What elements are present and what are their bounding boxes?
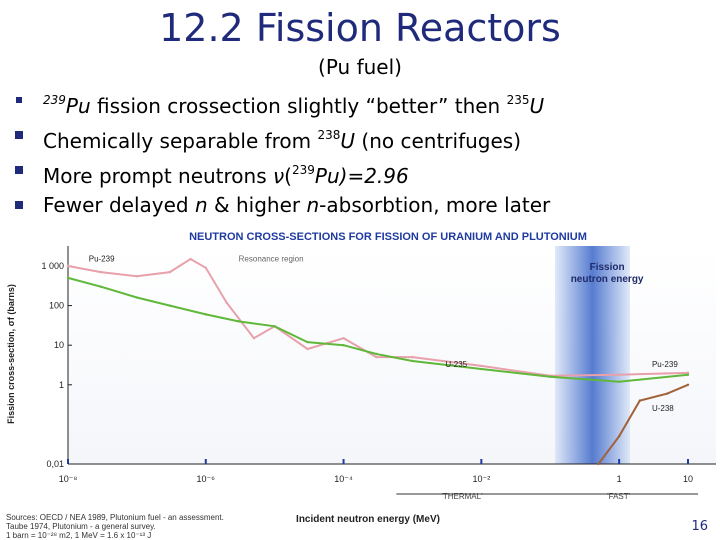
page-number: 16	[691, 519, 708, 534]
series-label-pu239-right: Pu-239	[652, 360, 678, 369]
superscript: 238	[317, 128, 341, 142]
bullet-square-icon	[15, 166, 23, 174]
chart-title: NEUTRON CROSS-SECTIONS FOR FISSION OF UR…	[189, 231, 587, 243]
bullet-list: 239Pu fission crossection slightly “bett…	[15, 84, 705, 224]
bullet-text: (	[284, 164, 292, 188]
data-point	[411, 355, 414, 359]
data-point	[135, 275, 139, 278]
y-axis-label: Fission cross-section, σf (barns)	[6, 284, 16, 424]
data-point	[375, 355, 378, 359]
x-tick-label: 10⁻⁶	[197, 474, 216, 484]
x-tick-label: 10⁻⁴	[334, 474, 353, 484]
bullet-text: (no centrifuges)	[355, 129, 522, 153]
y-tick-label: 1	[59, 380, 64, 390]
data-point	[597, 462, 600, 466]
data-point	[66, 276, 70, 280]
data-point	[686, 383, 690, 386]
x-tick-label: 10⁻²	[472, 474, 490, 484]
bullet-item: Chemically separable from 238U (no centr…	[15, 119, 705, 154]
data-point	[225, 301, 228, 304]
bullet-text: U	[340, 129, 356, 153]
bullet-text: Pu	[314, 164, 340, 188]
bullet-text: Pu	[65, 94, 91, 118]
source-line: 1 barn = 10⁻²⁸ m2, 1 MeV = 1.6 x 10⁻¹³ J	[6, 531, 152, 540]
nu-symbol: ν	[273, 164, 285, 188]
x-tick-label: 10	[683, 474, 693, 484]
bullet-text: fission crossection slightly “better” th…	[90, 94, 507, 118]
bullet-text: Chemically separable from	[43, 129, 318, 153]
bullet-item: Fewer delayed n & higher n-absorbtion, m…	[15, 189, 705, 224]
source-line: Sources: OECD / NEA 1989, Plutonium fuel…	[6, 513, 224, 522]
data-point	[480, 364, 483, 368]
x-tick-label: 1	[617, 474, 622, 484]
bullet-square-icon	[15, 131, 23, 139]
bullet-item: 239Pu fission crossection slightly “bett…	[15, 84, 705, 119]
y-tick-label: 10	[54, 340, 64, 350]
y-tick-label: 1 000	[41, 261, 64, 271]
data-point	[168, 304, 171, 307]
data-point	[617, 435, 621, 438]
bullet-text: More prompt neutrons	[43, 164, 273, 188]
x-axis-label: Incident neutron energy (MeV)	[296, 514, 440, 525]
fission-energy-band	[555, 246, 630, 464]
bullet-item: More prompt neutrons ν(239Pu)=2.96	[15, 154, 705, 189]
data-point	[686, 373, 690, 376]
data-point	[666, 392, 669, 395]
data-point	[189, 257, 192, 261]
series-label-u235: U-235	[445, 360, 467, 369]
axes: 10⁻⁸ 10⁻⁶ 10⁻⁴ 10⁻² 1 10 1 000 100 10 1 0,01	[41, 246, 716, 484]
fission-band-label: Fission neutron energy	[571, 262, 644, 285]
data-point	[342, 344, 345, 347]
data-point	[617, 380, 621, 383]
annotations: Pu-239 U-235 Pu-239 U-238 Resonance region 'T…	[89, 254, 698, 501]
data-point	[99, 270, 103, 274]
data-point	[411, 359, 414, 363]
bullet-text: n	[306, 193, 320, 217]
slide-subtitle: (Pu fuel)	[318, 55, 402, 79]
data-point	[273, 325, 276, 328]
data-point	[306, 340, 309, 344]
superscript: 235	[506, 93, 530, 107]
data-point	[638, 399, 642, 402]
bullet-text: U	[529, 94, 545, 118]
data-point	[168, 270, 171, 274]
superscript: 239	[291, 163, 315, 177]
bullet-square-icon	[16, 97, 22, 103]
y-tick-label: 0,01	[46, 459, 64, 469]
fast-label: 'FAST'	[607, 492, 631, 501]
data-point	[686, 371, 690, 375]
bullet-text: n	[194, 193, 208, 217]
bullet-text: & higher	[207, 193, 307, 217]
source-line: Taube 1974, Plutonium - a general survey…	[6, 522, 156, 531]
bullet-square-icon	[15, 201, 23, 209]
superscript: 239	[43, 93, 66, 107]
data-point	[135, 296, 139, 299]
slide-title: 12.2 Fission Reactors	[159, 6, 561, 50]
data-point	[549, 375, 552, 378]
data-point	[99, 285, 103, 288]
thermal-label: 'THERMAL'	[441, 492, 483, 501]
data-point	[252, 337, 256, 340]
sources-note: Sources: OECD / NEA 1989, Plutonium fuel…	[6, 513, 224, 540]
bullet-text: -absorbtion, more later	[319, 193, 551, 217]
series-label-u238: U-238	[652, 404, 674, 413]
data-point	[306, 347, 309, 351]
data-point	[237, 320, 240, 323]
series-group	[66, 257, 690, 466]
y-tick-label: 100	[49, 301, 64, 311]
data-point	[204, 266, 207, 270]
data-point	[480, 367, 483, 371]
data-point	[66, 264, 70, 268]
data-point	[617, 373, 621, 376]
data-point	[375, 352, 378, 356]
cross-section-chart: NEUTRON CROSS-SECTIONS FOR FISSION OF UR…	[6, 231, 716, 525]
bullet-text: Fewer delayed	[43, 193, 195, 217]
resonance-region-label: Resonance region	[239, 254, 304, 263]
data-point	[204, 313, 207, 316]
x-tick-label: 10⁻⁸	[59, 474, 78, 484]
data-point	[342, 337, 345, 340]
series-label-pu239: Pu-239	[89, 254, 115, 263]
bullet-text: )=2.96	[339, 164, 409, 188]
